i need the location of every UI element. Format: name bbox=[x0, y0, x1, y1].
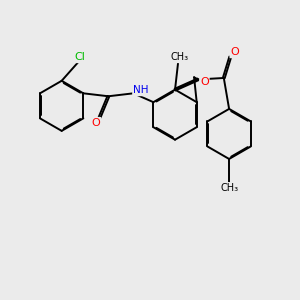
Text: O: O bbox=[230, 47, 239, 57]
Text: NH: NH bbox=[133, 85, 148, 95]
Text: O: O bbox=[92, 118, 100, 128]
Text: O: O bbox=[200, 77, 209, 87]
Text: CH₃: CH₃ bbox=[170, 52, 188, 62]
Text: CH₃: CH₃ bbox=[220, 183, 238, 193]
Text: Cl: Cl bbox=[74, 52, 85, 62]
